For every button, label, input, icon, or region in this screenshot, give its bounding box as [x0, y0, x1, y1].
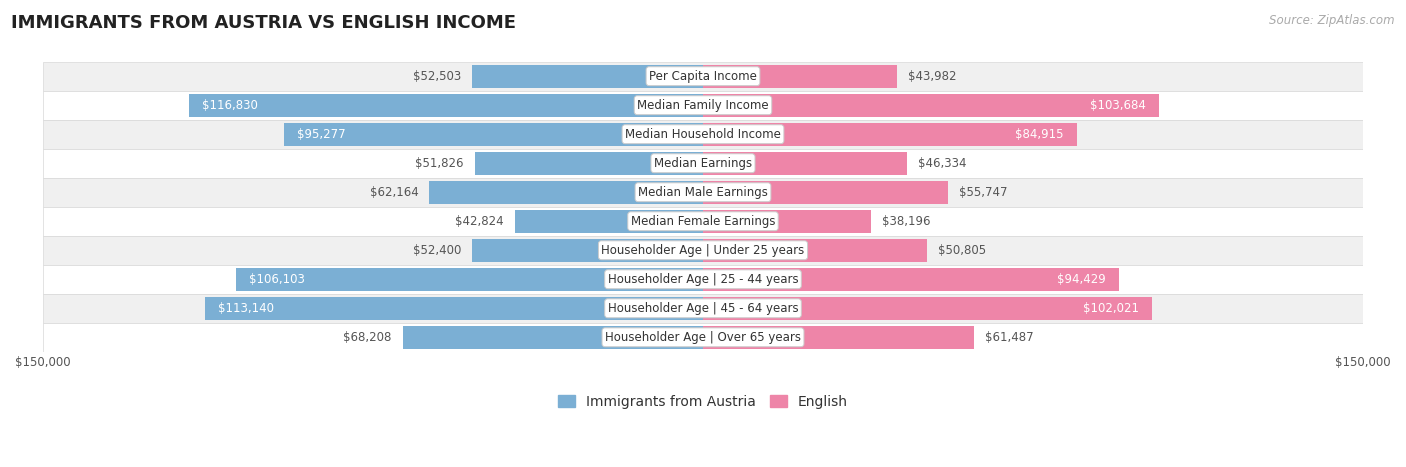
Text: Median Male Earnings: Median Male Earnings	[638, 186, 768, 199]
Text: $103,684: $103,684	[1090, 99, 1146, 112]
Text: Median Female Earnings: Median Female Earnings	[631, 215, 775, 228]
Text: $61,487: $61,487	[984, 331, 1033, 344]
Bar	[475, 152, 703, 175]
Bar	[429, 181, 703, 204]
Text: Householder Age | Under 25 years: Householder Age | Under 25 years	[602, 244, 804, 257]
Bar	[205, 297, 703, 319]
Bar	[42, 207, 1364, 236]
Text: $68,208: $68,208	[343, 331, 392, 344]
Bar	[703, 152, 907, 175]
Bar	[703, 297, 1152, 319]
Text: $50,805: $50,805	[938, 244, 986, 257]
Bar	[703, 326, 973, 349]
Text: $52,503: $52,503	[413, 70, 461, 83]
Text: $42,824: $42,824	[456, 215, 503, 228]
Bar	[42, 265, 1364, 294]
Bar	[42, 323, 1364, 352]
Text: Householder Age | 45 - 64 years: Householder Age | 45 - 64 years	[607, 302, 799, 315]
Bar	[703, 239, 927, 262]
Text: Householder Age | Over 65 years: Householder Age | Over 65 years	[605, 331, 801, 344]
Text: $46,334: $46,334	[918, 157, 966, 170]
Bar	[703, 268, 1119, 290]
Text: $94,429: $94,429	[1057, 273, 1105, 286]
Bar	[472, 65, 703, 87]
Text: $43,982: $43,982	[908, 70, 956, 83]
Text: $102,021: $102,021	[1083, 302, 1139, 315]
Text: $62,164: $62,164	[370, 186, 419, 199]
Text: $52,400: $52,400	[413, 244, 461, 257]
Text: $116,830: $116,830	[202, 99, 257, 112]
Text: $113,140: $113,140	[218, 302, 274, 315]
Bar	[703, 210, 872, 233]
Bar	[236, 268, 703, 290]
Bar	[42, 178, 1364, 207]
Text: $84,915: $84,915	[1015, 128, 1063, 141]
Bar	[472, 239, 703, 262]
Bar	[703, 181, 949, 204]
Text: Median Household Income: Median Household Income	[626, 128, 780, 141]
Bar	[515, 210, 703, 233]
Text: Per Capita Income: Per Capita Income	[650, 70, 756, 83]
Bar	[42, 62, 1364, 91]
Bar	[703, 65, 897, 87]
Bar	[703, 94, 1160, 117]
Text: Householder Age | 25 - 44 years: Householder Age | 25 - 44 years	[607, 273, 799, 286]
Text: Median Earnings: Median Earnings	[654, 157, 752, 170]
Bar	[42, 149, 1364, 178]
Text: $95,277: $95,277	[297, 128, 346, 141]
Bar	[402, 326, 703, 349]
Text: $38,196: $38,196	[882, 215, 931, 228]
Bar	[42, 236, 1364, 265]
Text: Median Family Income: Median Family Income	[637, 99, 769, 112]
Text: Source: ZipAtlas.com: Source: ZipAtlas.com	[1270, 14, 1395, 27]
Bar	[188, 94, 703, 117]
Bar	[42, 120, 1364, 149]
Text: $51,826: $51,826	[415, 157, 464, 170]
Text: $55,747: $55,747	[959, 186, 1008, 199]
Text: $106,103: $106,103	[249, 273, 305, 286]
Bar	[284, 123, 703, 146]
Bar	[42, 294, 1364, 323]
Text: IMMIGRANTS FROM AUSTRIA VS ENGLISH INCOME: IMMIGRANTS FROM AUSTRIA VS ENGLISH INCOM…	[11, 14, 516, 32]
Bar	[42, 91, 1364, 120]
Bar	[703, 123, 1077, 146]
Legend: Immigrants from Austria, English: Immigrants from Austria, English	[558, 395, 848, 409]
